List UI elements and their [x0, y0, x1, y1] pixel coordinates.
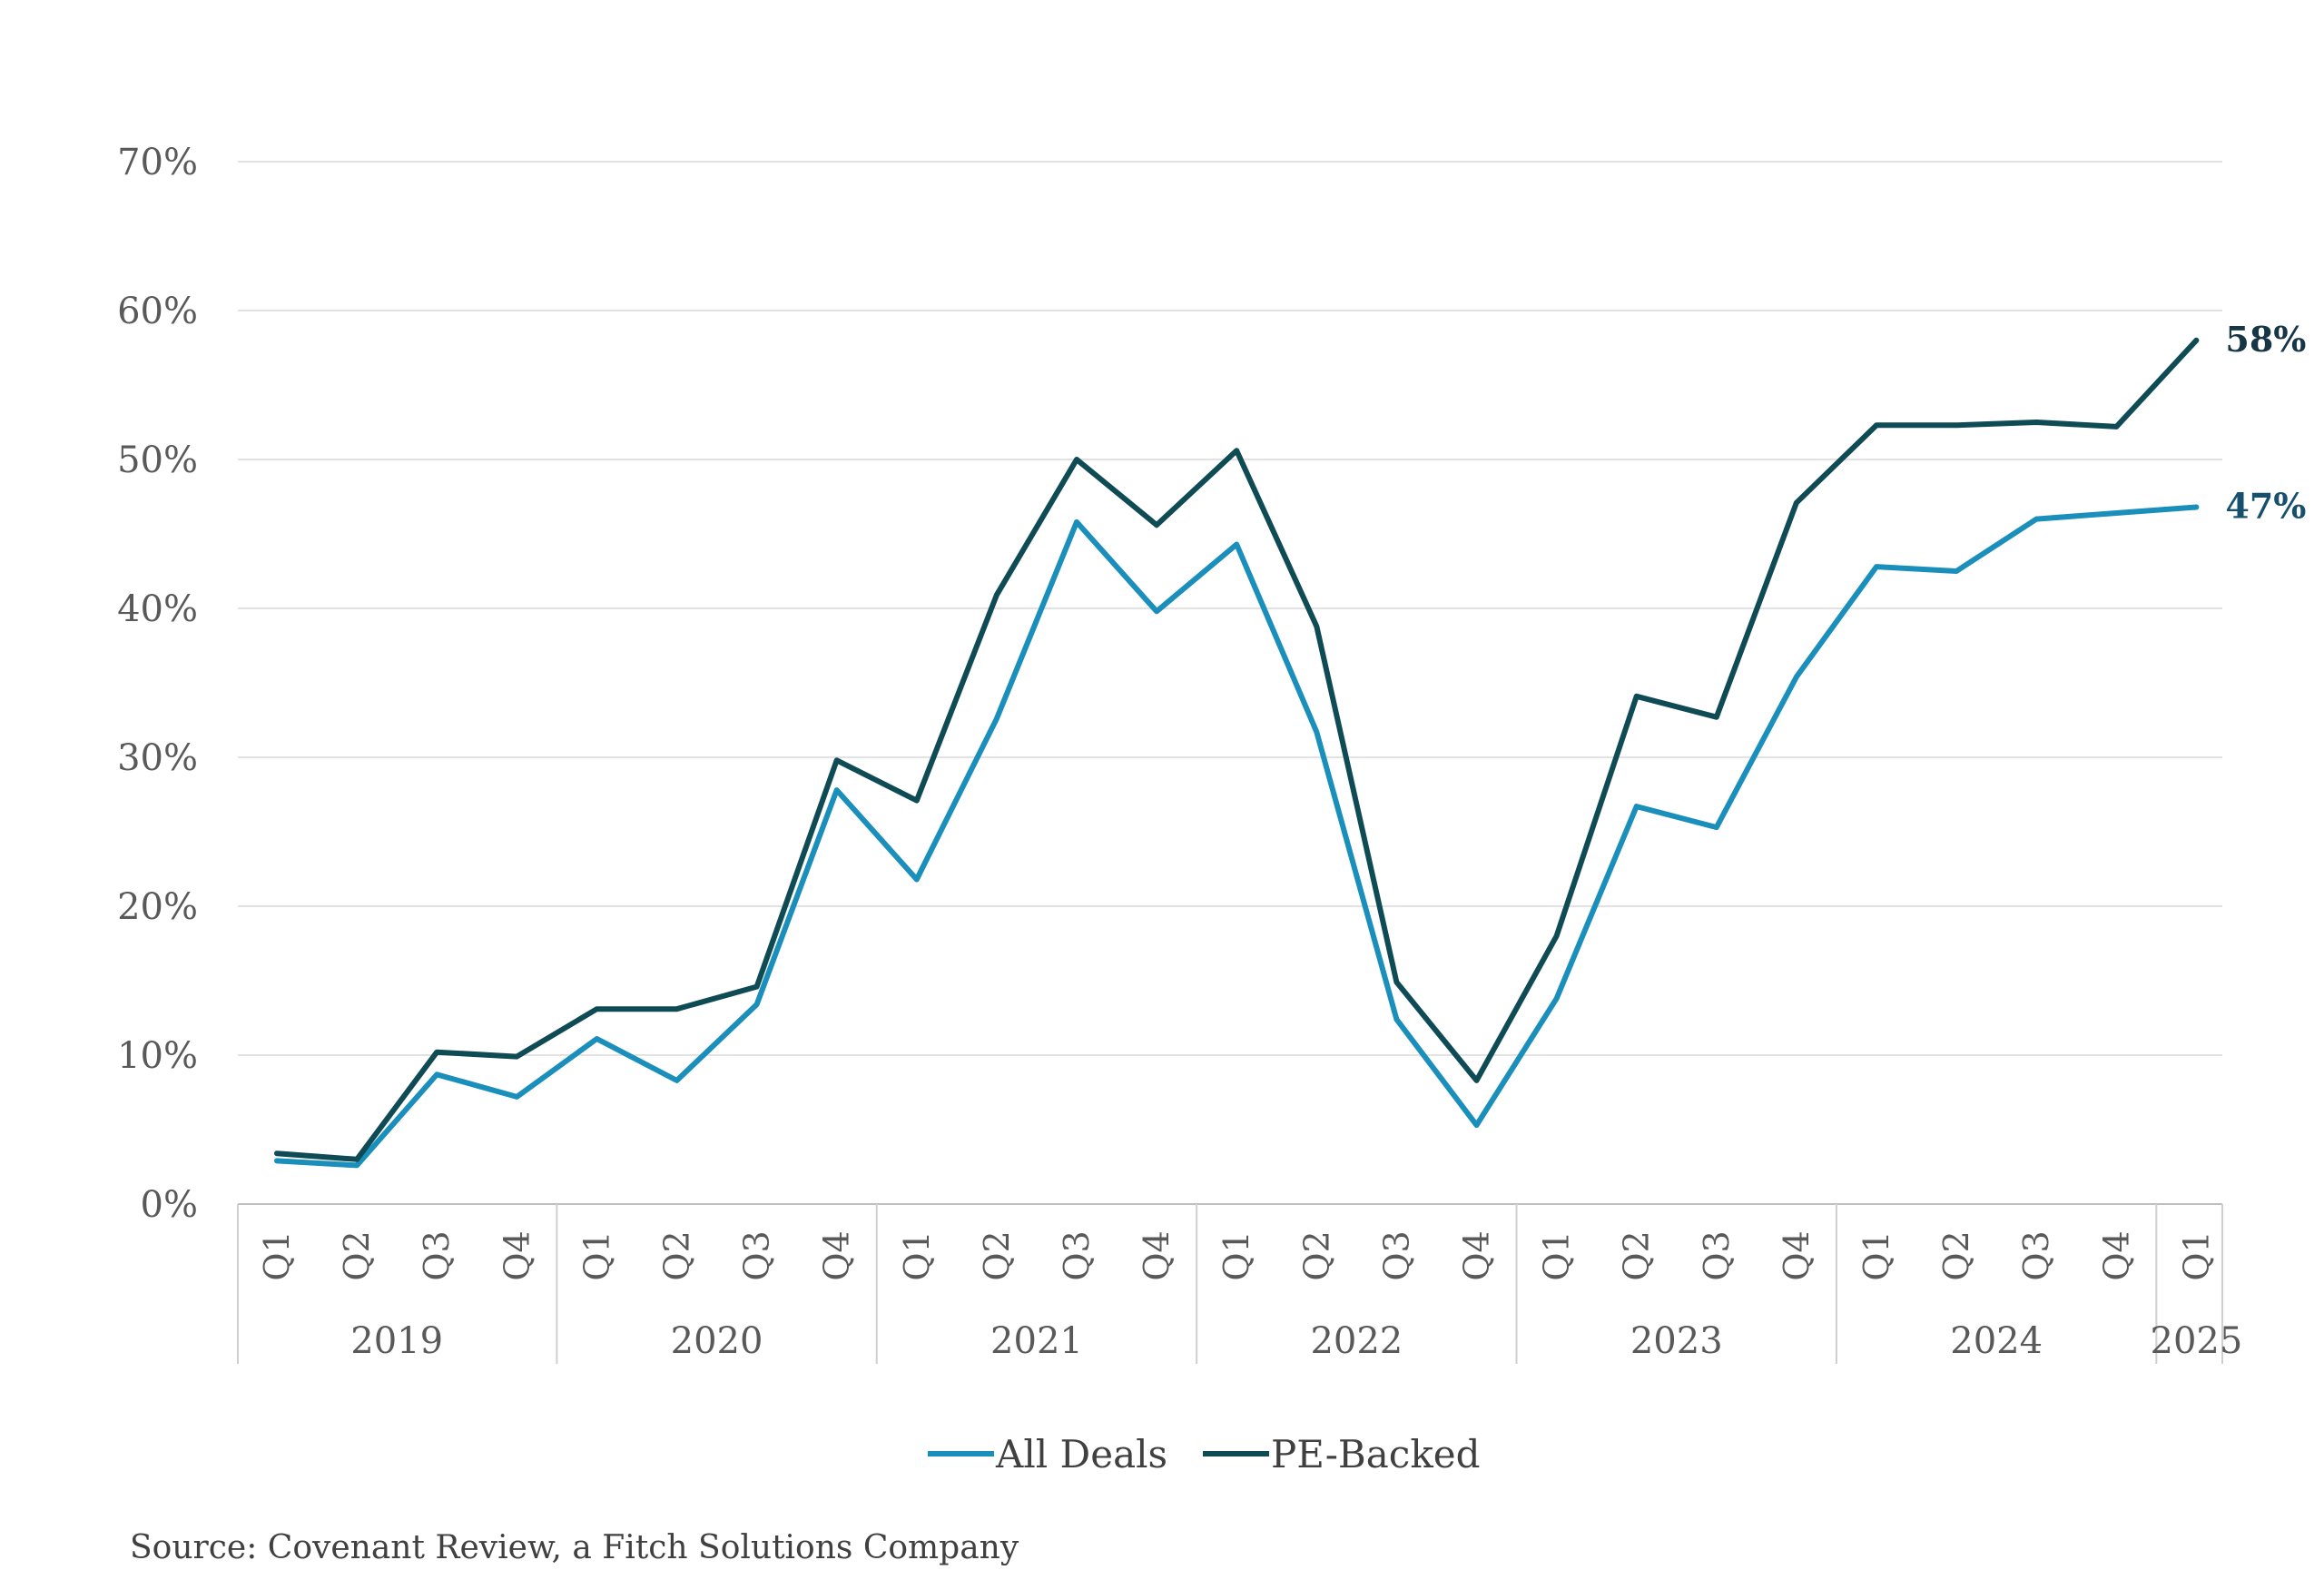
x-quarter-label: Q2 — [1617, 1230, 1657, 1280]
x-axis: 2019 2020 2021 2022 2023 2024 2025 Q1 Q2 Q3 Q4 Q1 Q2… — [237, 1204, 2243, 1364]
x-year-label: 2024 — [1950, 1320, 2043, 1362]
x-year-label: 2020 — [671, 1320, 763, 1362]
x-quarter-label: Q2 — [337, 1230, 377, 1280]
x-quarter-label: Q1 — [576, 1230, 616, 1280]
x-quarter-label: Q3 — [1697, 1230, 1737, 1280]
series-line-all-deals — [274, 504, 2200, 1169]
legend-label-pe-backed: PE-Backed — [1271, 1432, 1481, 1476]
x-quarter-label: Q1 — [257, 1230, 297, 1280]
x-quarter-label: Q2 — [657, 1230, 697, 1280]
y-tick-label: 20% — [117, 886, 198, 928]
x-quarter-label: Q4 — [1777, 1230, 1817, 1280]
x-quarter-label: Q2 — [1936, 1230, 1976, 1280]
x-year-label: 2023 — [1630, 1320, 1723, 1362]
x-quarter-label: Q1 — [2176, 1230, 2216, 1280]
x-quarter-label: Q3 — [2016, 1230, 2056, 1280]
x-year-label: 2019 — [350, 1320, 443, 1362]
legend: All Deals PE-Backed — [928, 1432, 1481, 1476]
x-quarter-label: Q4 — [1137, 1230, 1177, 1280]
y-axis: 0% 10% 20% 30% 40% 50% 60% 70% — [117, 142, 198, 1226]
y-tick-label: 0% — [141, 1184, 198, 1226]
series-lines — [274, 337, 2200, 1169]
x-quarter-label: Q1 — [897, 1230, 937, 1280]
y-tick-label: 40% — [117, 588, 198, 630]
end-label-pe-backed: 58% — [2225, 319, 2306, 360]
x-quarter-label: Q2 — [1296, 1230, 1336, 1280]
x-year-label: 2021 — [990, 1320, 1083, 1362]
x-quarter-label: Q1 — [1216, 1230, 1256, 1280]
x-quarter-label: Q3 — [1376, 1230, 1416, 1280]
y-tick-label: 60% — [117, 291, 198, 332]
end-label-all-deals: 47% — [2225, 485, 2306, 526]
x-quarter-label: Q4 — [1457, 1230, 1497, 1280]
x-year-label: 2022 — [1310, 1320, 1403, 1362]
x-quarter-label: Q2 — [977, 1230, 1017, 1280]
legend-label-all-deals: All Deals — [995, 1432, 1167, 1476]
y-tick-label: 30% — [117, 737, 198, 779]
y-tick-label: 50% — [117, 439, 198, 481]
y-tick-label: 70% — [117, 142, 198, 183]
x-quarter-label: Q3 — [417, 1230, 457, 1280]
x-quarter-label: Q3 — [1057, 1230, 1097, 1280]
y-tick-label: 10% — [117, 1035, 198, 1077]
x-quarter-label: Q1 — [1856, 1230, 1896, 1280]
end-labels: 47% 58% — [2225, 319, 2306, 527]
source-note: Source: Covenant Review, a Fitch Solutio… — [130, 1529, 1019, 1566]
x-quarter-label: Q1 — [1537, 1230, 1577, 1280]
x-year-label: 2025 — [2151, 1320, 2243, 1362]
x-quarter-label: Q4 — [817, 1230, 857, 1280]
x-quarter-label: Q4 — [497, 1230, 537, 1280]
x-quarter-label: Q4 — [2096, 1230, 2136, 1280]
x-quarter-label: Q3 — [737, 1230, 777, 1280]
series-line-pe-backed — [274, 337, 2200, 1162]
